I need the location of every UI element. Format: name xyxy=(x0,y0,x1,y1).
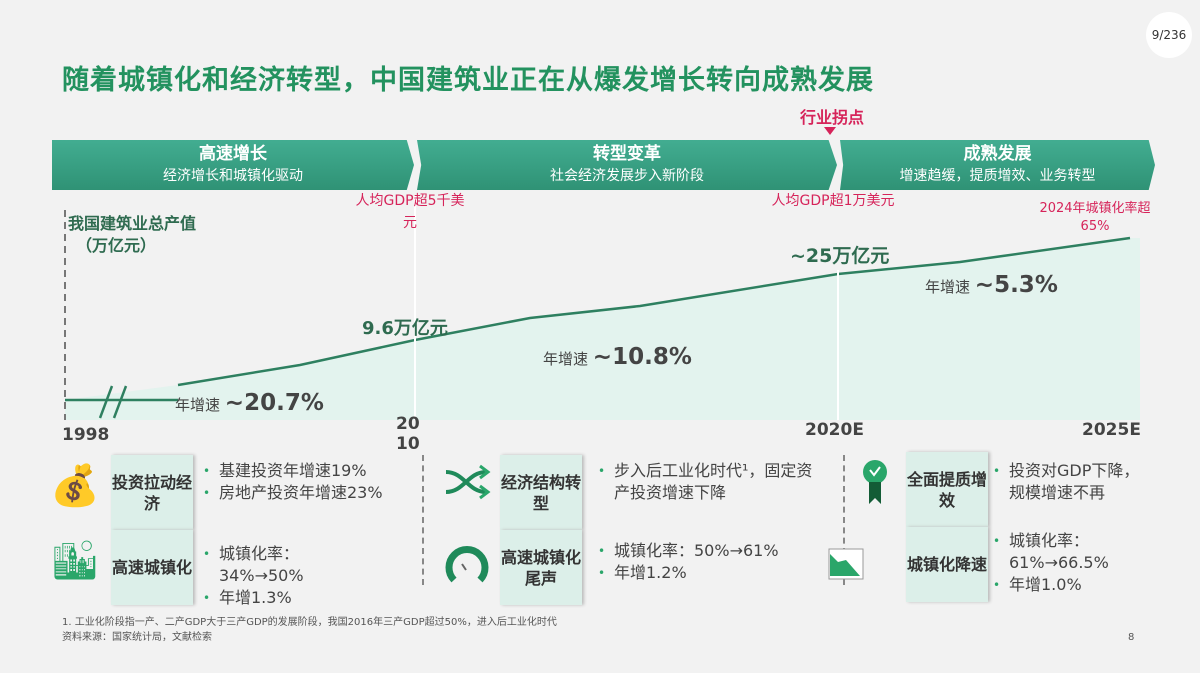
gauge-icon xyxy=(445,546,489,583)
page-counter: 9/236 xyxy=(1146,12,1192,58)
phase-title: 转型变革 xyxy=(593,144,661,164)
growth-rate-3: 年增速 ~5.3% xyxy=(925,272,1058,298)
x-label-2020: 2020E xyxy=(805,420,864,440)
column-divider xyxy=(422,455,424,585)
driver-card: 城镇化降速 xyxy=(906,527,988,602)
growth-rate-2: 年增速 ~10.8% xyxy=(543,344,692,370)
annotation-gdp-5k: 人均GDP超5千美元 xyxy=(355,193,465,231)
x-label-2025: 2025E xyxy=(1082,420,1141,440)
driver-card: 高速城镇化 xyxy=(111,530,193,605)
bullet-list: 城镇化率：61%→66.5%年增1.0% xyxy=(993,530,1153,596)
slide-number: 8 xyxy=(1128,632,1135,643)
bullet-list: 城镇化率：34%→50%年增1.3% xyxy=(203,543,313,609)
x-label-1998: 1998 xyxy=(62,425,110,445)
phase-subtitle: 经济增长和城镇化驱动 xyxy=(163,168,303,184)
phase-subtitle: 增速趋缓，提质增效、业务转型 xyxy=(899,168,1096,184)
city-buildings-icon: 🏙 xyxy=(50,538,100,582)
break-mark xyxy=(98,385,114,419)
driver-card: 全面提质增效 xyxy=(906,452,988,527)
shuffle-arrows-icon xyxy=(445,464,491,500)
annotation-gdp-10k: 人均GDP超1万美元 xyxy=(771,193,895,209)
slide-title: 随着城镇化和经济转型，中国建筑业正在从爆发增长转向成熟发展 xyxy=(62,65,874,96)
break-mark xyxy=(112,385,128,419)
turning-point-label: 行业拐点 xyxy=(800,108,865,127)
source-note: 资料来源：国家统计局，文献检索 xyxy=(62,632,212,643)
value-label-2010: 9.6万亿元 xyxy=(362,318,448,339)
axis-unit: （万亿元） xyxy=(76,236,157,255)
bullet-list: 城镇化率：50%→61%年增1.2% xyxy=(598,540,779,584)
driver-card: 经济结构转型 xyxy=(500,455,582,530)
bullet-list: 步入后工业化时代¹，固定资产投资增速下降 xyxy=(598,460,828,504)
bullet-list: 基建投资年增速19%房地产投资年增速23% xyxy=(203,460,383,504)
phase-title: 高速增长 xyxy=(199,144,267,164)
declining-chart-icon xyxy=(828,548,864,580)
footnote: 1. 工业化阶段指一产、二产GDP大于三产GDP的发展阶段，我国2016年三产G… xyxy=(62,617,557,628)
growth-rate-1: 年增速 ~20.7% xyxy=(175,390,324,416)
money-bag-icon: 💰 xyxy=(50,463,100,509)
value-label-2020: ~25万亿元 xyxy=(790,245,890,267)
x-label-2010: 2010 xyxy=(396,414,420,454)
phase-band-2: 转型变革 社会经济发展步入新阶段 xyxy=(417,140,837,190)
output-area-chart xyxy=(64,195,1140,420)
award-ribbon-icon xyxy=(863,460,887,504)
driver-card: 高速城镇化尾声 xyxy=(500,530,582,605)
phase-subtitle: 社会经济发展步入新阶段 xyxy=(550,168,704,184)
area-fill xyxy=(65,238,1140,420)
axis-title: 我国建筑业总产值 xyxy=(68,214,197,233)
phase-band-1: 高速增长 经济增长和城镇化驱动 xyxy=(52,140,414,190)
phase-band-3: 成熟发展 增速趋缓，提质增效、业务转型 xyxy=(840,140,1155,190)
phase-title: 成熟发展 xyxy=(963,144,1032,164)
column-divider xyxy=(843,455,845,585)
bullet-list: 投资对GDP下降，规模增速不再 xyxy=(993,460,1143,504)
driver-card: 投资拉动经济 xyxy=(111,455,193,530)
annotation-urbanization: 2024年城镇化率超65% xyxy=(1039,201,1151,234)
turning-point-marker-icon xyxy=(824,127,836,135)
